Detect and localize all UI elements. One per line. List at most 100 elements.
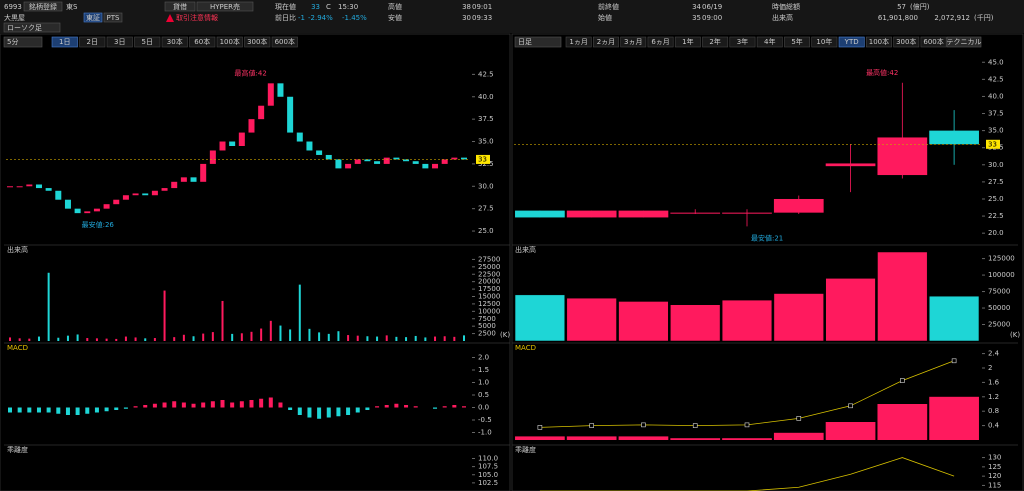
period-button[interactable] bbox=[702, 36, 729, 48]
period-button[interactable] bbox=[893, 36, 920, 48]
candle-body bbox=[132, 193, 139, 196]
period-button[interactable] bbox=[79, 36, 106, 48]
field-value: -2.94% bbox=[308, 14, 333, 22]
period-button[interactable] bbox=[756, 36, 783, 48]
y-tick-label: 40.0 bbox=[988, 92, 1004, 100]
period-label: 3年 bbox=[737, 37, 748, 46]
volume-bar bbox=[670, 304, 721, 342]
tab-pts[interactable] bbox=[103, 12, 123, 23]
candle-body bbox=[171, 181, 178, 189]
y-tick-label: 0.4 bbox=[988, 422, 1000, 430]
y-tick-label: 27500 bbox=[478, 255, 500, 263]
period-button[interactable] bbox=[161, 36, 188, 48]
period-button[interactable] bbox=[920, 36, 947, 48]
y-tick-label: 1.6 bbox=[988, 378, 1000, 386]
candle-body bbox=[219, 141, 226, 151]
chart-left bbox=[7, 83, 467, 419]
field-value: 57 bbox=[897, 3, 906, 11]
period-button[interactable] bbox=[811, 36, 838, 48]
panel-title: 出来高 bbox=[7, 245, 28, 254]
period-button[interactable] bbox=[134, 36, 161, 48]
candle-body bbox=[26, 184, 33, 187]
current-price-label: 33 bbox=[988, 140, 997, 148]
panel-title: MACD bbox=[515, 344, 536, 352]
period-button[interactable] bbox=[565, 36, 592, 48]
y-tick-label: 120 bbox=[988, 472, 1001, 480]
macd-bar bbox=[288, 407, 293, 410]
period-label: 600本 bbox=[923, 37, 943, 46]
macd-bar bbox=[191, 403, 196, 408]
tab-label: PTS bbox=[107, 14, 120, 22]
period-button[interactable] bbox=[216, 36, 243, 48]
max-annotation: 最高値:42 bbox=[866, 68, 898, 77]
hyper-badge bbox=[196, 1, 254, 12]
field-value: 30 bbox=[462, 14, 471, 22]
macd-bar bbox=[123, 407, 128, 409]
volume-bar bbox=[347, 335, 350, 341]
period-button[interactable] bbox=[51, 36, 78, 48]
period-label: 2ヵ月 bbox=[597, 38, 615, 46]
y-tick-label: 35.0 bbox=[988, 127, 1004, 135]
y-tick-label: 22500 bbox=[478, 270, 500, 278]
left-frame bbox=[0, 33, 511, 491]
y-tick-label: 42.5 bbox=[988, 75, 1004, 83]
period-label: 60本 bbox=[194, 37, 210, 46]
period-label: 4年 bbox=[764, 37, 775, 46]
period-button[interactable] bbox=[271, 36, 298, 48]
period-button[interactable] bbox=[838, 36, 865, 48]
volume-bar bbox=[289, 329, 292, 341]
alert[interactable]: 取引注意情報 bbox=[176, 13, 218, 22]
interval-dropdown[interactable] bbox=[3, 36, 43, 48]
alert-icon bbox=[166, 14, 174, 22]
y-tick-label: 1.0 bbox=[478, 379, 489, 387]
chart-style-dropdown[interactable] bbox=[3, 22, 61, 33]
macd-bar bbox=[566, 436, 617, 440]
macd-bar bbox=[8, 407, 12, 413]
y-tick-label: 110.0 bbox=[478, 455, 498, 463]
field-label: 高値 bbox=[388, 2, 402, 11]
macd-bar bbox=[143, 405, 148, 408]
period-button[interactable] bbox=[674, 36, 701, 48]
field-value: 33 bbox=[311, 3, 320, 11]
period-button[interactable] bbox=[620, 36, 647, 48]
panel-title: 乖離度 bbox=[515, 445, 536, 454]
period-label: YTD bbox=[844, 38, 859, 46]
period-label: 6ヵ月 bbox=[651, 38, 669, 46]
period-button[interactable] bbox=[244, 36, 271, 48]
volume-bar bbox=[434, 336, 437, 341]
volume-bar bbox=[721, 299, 773, 342]
unit-label: (K) bbox=[500, 331, 510, 339]
period-label: 2日 bbox=[87, 38, 98, 46]
y-tick-label: 2 bbox=[988, 364, 992, 372]
register-button[interactable] bbox=[23, 1, 63, 12]
volume-bar bbox=[269, 320, 272, 341]
macd-bar bbox=[230, 402, 235, 408]
interval-dropdown[interactable] bbox=[514, 36, 562, 48]
volume-bar bbox=[825, 278, 876, 342]
macd-bar bbox=[317, 407, 322, 419]
technical-button[interactable] bbox=[946, 36, 982, 48]
y-tick-label: 45.0 bbox=[988, 58, 1004, 66]
period-button[interactable] bbox=[592, 36, 619, 48]
macd-bar bbox=[65, 407, 70, 415]
period-button[interactable] bbox=[865, 36, 892, 48]
period-button[interactable] bbox=[784, 36, 811, 48]
unit-label: (K) bbox=[1010, 331, 1020, 339]
macd-bar bbox=[114, 407, 119, 410]
candle-body bbox=[74, 208, 81, 214]
candle-body bbox=[142, 193, 149, 196]
period-button[interactable] bbox=[106, 36, 133, 48]
period-button[interactable] bbox=[647, 36, 674, 48]
y-tick-label: 30.0 bbox=[988, 161, 1004, 169]
macd-bar bbox=[104, 407, 109, 412]
period-button[interactable] bbox=[189, 36, 216, 48]
tab-tse[interactable] bbox=[83, 12, 103, 23]
field-value: 61,901,800 bbox=[878, 14, 918, 22]
volume-bar bbox=[773, 293, 824, 342]
period-button[interactable] bbox=[729, 36, 756, 48]
macd-bar bbox=[773, 432, 824, 440]
macd-bar bbox=[181, 402, 186, 408]
volume-bar bbox=[153, 338, 156, 341]
candle-body bbox=[64, 199, 71, 209]
candle-body bbox=[103, 204, 110, 209]
